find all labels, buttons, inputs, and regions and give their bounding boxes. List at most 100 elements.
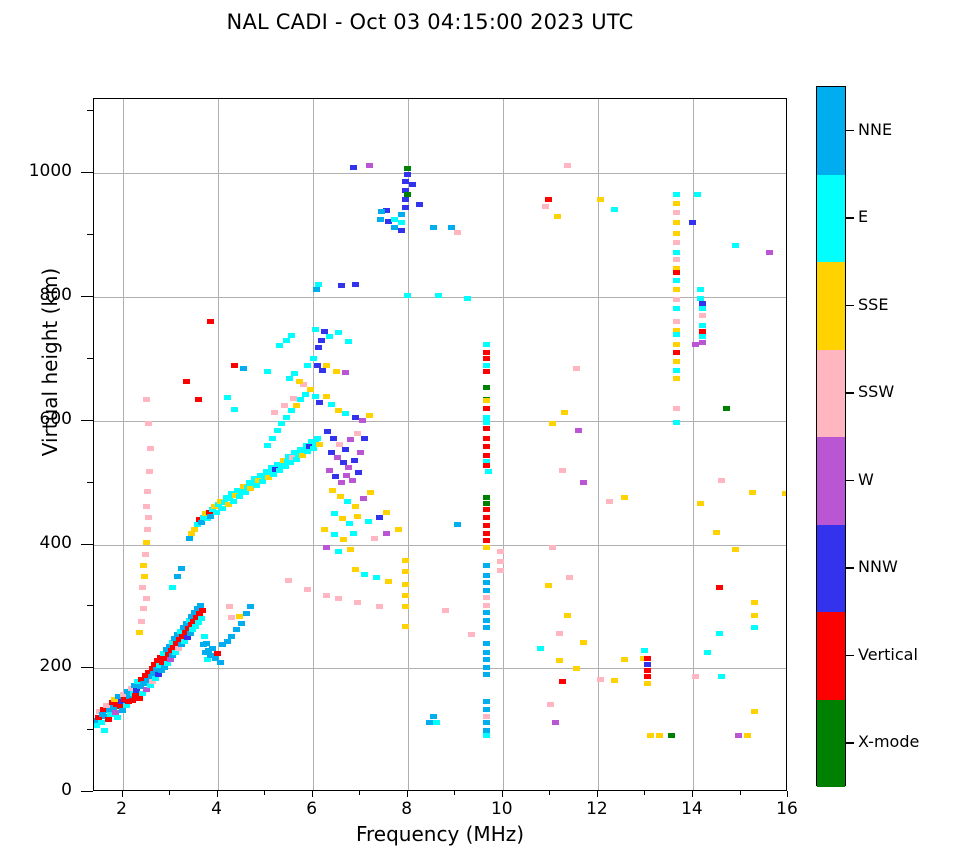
data-point xyxy=(141,551,149,557)
data-point xyxy=(185,535,193,541)
data-point xyxy=(482,419,490,425)
data-point xyxy=(281,464,289,469)
gridline-vertical xyxy=(502,99,504,790)
data-point xyxy=(401,623,409,629)
data-point xyxy=(496,549,504,555)
data-point xyxy=(311,393,319,399)
data-point xyxy=(233,627,241,633)
data-point xyxy=(390,216,398,222)
data-point xyxy=(236,493,243,499)
data-point xyxy=(644,674,652,680)
gridline-horizontal xyxy=(94,668,786,670)
data-point xyxy=(468,632,476,638)
data-point xyxy=(207,653,214,659)
data-point xyxy=(482,462,490,468)
data-point xyxy=(123,689,131,695)
data-point xyxy=(328,402,336,408)
data-point xyxy=(287,332,295,338)
data-point xyxy=(482,664,490,670)
data-point xyxy=(361,571,369,577)
data-point xyxy=(698,334,706,340)
data-point xyxy=(300,447,308,453)
data-point xyxy=(207,513,215,519)
data-point xyxy=(140,606,148,612)
data-point xyxy=(335,596,343,602)
data-point xyxy=(185,617,193,623)
data-point xyxy=(482,368,490,374)
data-point xyxy=(190,618,198,624)
data-point xyxy=(751,612,759,618)
colorbar-tick xyxy=(846,567,854,569)
x-tick-label: 2 xyxy=(116,799,127,819)
data-point xyxy=(268,435,276,441)
data-point xyxy=(482,610,490,616)
x-tick xyxy=(596,791,598,797)
data-point xyxy=(171,636,179,641)
data-point xyxy=(285,577,293,583)
data-point xyxy=(482,362,490,368)
data-point xyxy=(197,602,204,608)
data-point xyxy=(672,210,680,216)
colorbar-tick xyxy=(846,217,854,219)
data-point xyxy=(126,694,134,700)
data-point xyxy=(342,410,350,416)
x-tick-label: 12 xyxy=(586,799,608,819)
data-point xyxy=(306,387,314,393)
data-point xyxy=(397,227,405,233)
data-point xyxy=(596,196,604,202)
data-point xyxy=(482,732,490,738)
data-point xyxy=(192,623,200,629)
data-point xyxy=(401,188,409,194)
data-point xyxy=(216,498,224,504)
data-point xyxy=(321,527,328,533)
data-point xyxy=(382,509,390,515)
data-point xyxy=(311,326,319,332)
data-point xyxy=(264,368,271,374)
data-point xyxy=(118,699,126,705)
data-point xyxy=(482,459,490,465)
data-point xyxy=(228,615,236,620)
y-tick-label: 0 xyxy=(61,780,72,800)
data-point xyxy=(148,665,156,671)
data-point xyxy=(264,475,272,481)
y-tick-label: 600 xyxy=(39,408,72,429)
data-point xyxy=(416,201,424,207)
data-point xyxy=(435,293,443,299)
data-point xyxy=(193,615,201,620)
data-point xyxy=(694,191,702,197)
data-point xyxy=(390,225,398,231)
data-point xyxy=(187,622,195,628)
data-point xyxy=(120,691,127,697)
colorbar-label-w: W xyxy=(858,469,874,489)
data-point xyxy=(565,575,573,581)
y-tick xyxy=(81,791,93,792)
data-point xyxy=(366,163,374,169)
data-point xyxy=(703,649,711,655)
data-point xyxy=(639,655,647,661)
data-point xyxy=(482,507,490,513)
data-point xyxy=(223,394,231,400)
data-point xyxy=(138,676,145,682)
data-point xyxy=(672,278,680,284)
gridline-vertical xyxy=(407,99,409,790)
data-point xyxy=(349,477,357,483)
data-point xyxy=(188,530,196,536)
data-point xyxy=(454,230,462,236)
data-point xyxy=(401,592,409,598)
data-point xyxy=(482,414,490,420)
y-minor-tick xyxy=(87,605,93,607)
data-point xyxy=(558,467,566,473)
data-point xyxy=(401,581,409,587)
data-point xyxy=(672,200,680,206)
data-point xyxy=(107,711,115,717)
data-point xyxy=(295,378,303,384)
data-point xyxy=(656,732,664,738)
y-minor-tick xyxy=(87,481,93,483)
y-tick-label: 800 xyxy=(39,285,72,305)
data-point xyxy=(672,250,680,255)
data-point xyxy=(482,523,490,529)
data-point xyxy=(554,214,561,220)
x-tick-label: 14 xyxy=(681,799,703,819)
data-point xyxy=(285,454,293,460)
data-point xyxy=(482,714,490,719)
